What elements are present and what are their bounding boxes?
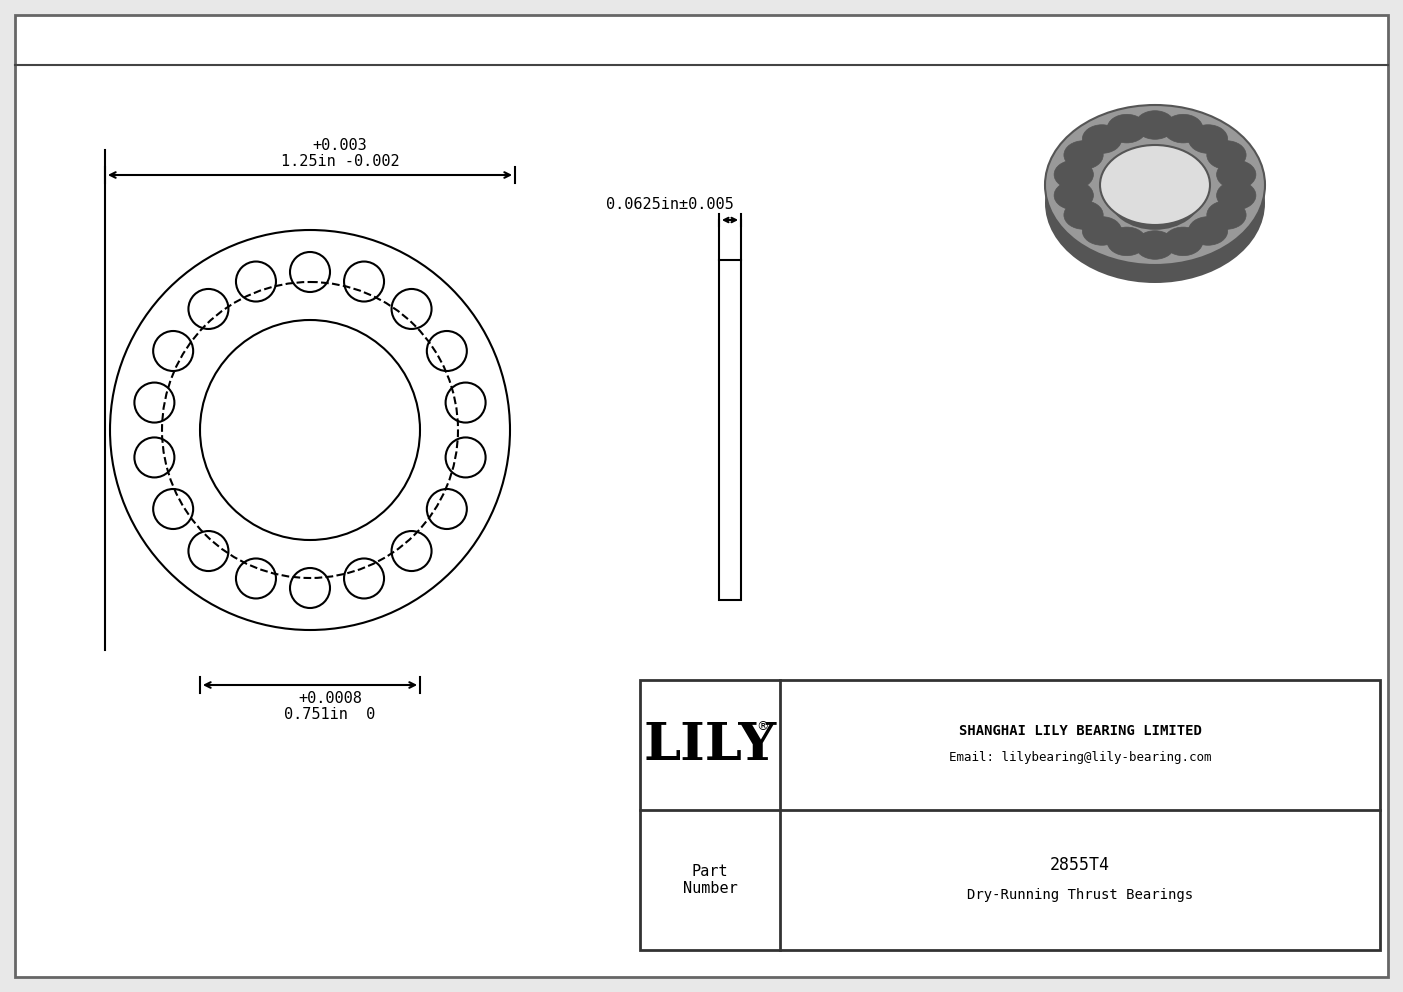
Bar [640, 680, 1381, 950]
Text: ®: ® [756, 720, 769, 733]
Ellipse shape [1045, 105, 1266, 265]
Text: Part
Number: Part Number [683, 864, 738, 896]
Text: LILY: LILY [644, 719, 777, 771]
Ellipse shape [1107, 114, 1146, 143]
Text: +0.0008: +0.0008 [297, 691, 362, 706]
Ellipse shape [1188, 216, 1228, 245]
Ellipse shape [1207, 200, 1246, 229]
Text: 0.0625in±0.005: 0.0625in±0.005 [606, 197, 734, 212]
Ellipse shape [1207, 141, 1246, 170]
Ellipse shape [1082, 125, 1121, 154]
Ellipse shape [1054, 161, 1093, 188]
Ellipse shape [1216, 182, 1256, 209]
Ellipse shape [1163, 227, 1202, 256]
Ellipse shape [1063, 141, 1103, 170]
Ellipse shape [1135, 231, 1174, 259]
Ellipse shape [1054, 182, 1093, 209]
Ellipse shape [1216, 161, 1256, 188]
Ellipse shape [1045, 123, 1266, 283]
Ellipse shape [1107, 227, 1146, 256]
Text: 1.25in -0.002: 1.25in -0.002 [281, 154, 400, 169]
Text: SHANGHAI LILY BEARING LIMITED: SHANGHAI LILY BEARING LIMITED [958, 724, 1201, 738]
Ellipse shape [1135, 111, 1174, 139]
Text: +0.003: +0.003 [313, 138, 368, 153]
Text: 0.751in  0: 0.751in 0 [285, 707, 376, 722]
Ellipse shape [1188, 125, 1228, 154]
Text: Email: lilybearing@lily-bearing.com: Email: lilybearing@lily-bearing.com [948, 751, 1211, 764]
Text: 2855T4: 2855T4 [1049, 856, 1110, 874]
Ellipse shape [1163, 114, 1202, 143]
Ellipse shape [1063, 200, 1103, 229]
Text: Dry-Running Thrust Bearings: Dry-Running Thrust Bearings [967, 888, 1193, 902]
Ellipse shape [1082, 216, 1121, 245]
Ellipse shape [1100, 145, 1209, 225]
Ellipse shape [1108, 162, 1202, 230]
Bar [718, 260, 741, 600]
